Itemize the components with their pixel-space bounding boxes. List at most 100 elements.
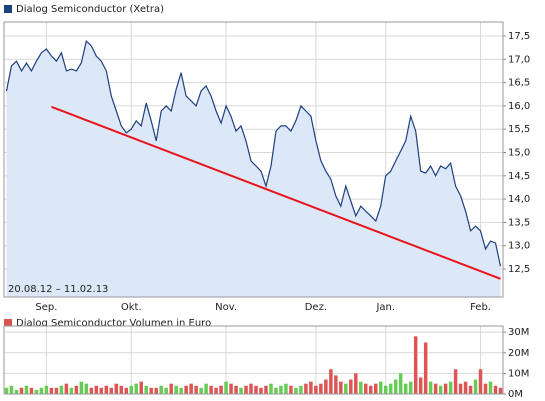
bar bbox=[374, 383, 378, 394]
bar bbox=[24, 385, 29, 394]
bar bbox=[219, 385, 223, 394]
bar bbox=[304, 383, 308, 394]
bar bbox=[393, 379, 398, 394]
bar bbox=[398, 373, 403, 394]
bar bbox=[329, 369, 333, 394]
bar bbox=[29, 387, 34, 394]
bar bbox=[159, 385, 163, 394]
legend-label: Dialog Semiconductor Volumen in Euro bbox=[16, 318, 211, 329]
bar bbox=[284, 383, 288, 394]
bar bbox=[69, 387, 74, 394]
legend-swatch bbox=[4, 319, 12, 327]
bar bbox=[299, 385, 303, 394]
bar bbox=[388, 383, 393, 394]
bar bbox=[79, 381, 84, 394]
bar bbox=[448, 381, 453, 394]
bar bbox=[84, 383, 89, 394]
bar bbox=[498, 387, 503, 394]
bar bbox=[369, 385, 373, 394]
bar bbox=[438, 385, 443, 394]
bar bbox=[104, 385, 109, 394]
bar bbox=[234, 385, 238, 394]
bar bbox=[129, 385, 133, 394]
y-tick-label: 17,5 bbox=[508, 31, 530, 42]
y-tick-label: 16,5 bbox=[508, 78, 530, 89]
bar bbox=[309, 381, 313, 394]
legend-swatch bbox=[4, 5, 12, 13]
bar bbox=[319, 383, 323, 394]
bar bbox=[139, 381, 143, 394]
bar bbox=[39, 387, 44, 394]
x-tick-label: Okt. bbox=[121, 302, 142, 313]
line bbox=[5, 39, 502, 267]
bar bbox=[274, 387, 278, 394]
bar bbox=[249, 383, 253, 394]
x-tick-label: Feb. bbox=[470, 302, 491, 313]
bar bbox=[264, 385, 268, 394]
bar bbox=[114, 383, 119, 394]
bar bbox=[94, 385, 99, 394]
plot-border bbox=[3, 325, 504, 395]
bar bbox=[14, 389, 19, 394]
y-tick-label: 12,5 bbox=[508, 264, 530, 275]
plot-area bbox=[3, 325, 504, 395]
bar bbox=[289, 385, 293, 394]
bar bbox=[174, 385, 178, 394]
x-tick-label: Jan. bbox=[375, 302, 395, 313]
y-tick-label: 17,0 bbox=[508, 54, 530, 65]
bar bbox=[493, 385, 498, 394]
bar bbox=[339, 381, 343, 394]
bar bbox=[89, 387, 94, 394]
x-tick-label: Nov. bbox=[215, 302, 237, 313]
bar bbox=[458, 383, 463, 394]
bar bbox=[463, 381, 468, 394]
bar bbox=[478, 369, 483, 394]
bar bbox=[359, 381, 363, 394]
bar bbox=[34, 389, 39, 394]
bar bbox=[383, 385, 388, 394]
bar bbox=[279, 385, 283, 394]
bar bbox=[54, 387, 59, 394]
bar bbox=[109, 387, 114, 394]
trend-line bbox=[51, 105, 501, 280]
bar bbox=[403, 383, 408, 394]
bar bbox=[468, 385, 473, 394]
y-tick-label: 14,0 bbox=[508, 194, 530, 205]
bar bbox=[4, 387, 9, 394]
bar bbox=[154, 387, 158, 394]
bar bbox=[19, 387, 24, 394]
bar bbox=[199, 387, 203, 394]
bar bbox=[229, 383, 233, 394]
plot-border bbox=[3, 21, 504, 298]
bar bbox=[488, 381, 493, 394]
bar bbox=[179, 387, 183, 394]
bar bbox=[164, 387, 168, 394]
bar bbox=[378, 381, 383, 394]
bar bbox=[49, 387, 54, 394]
y-tick-label: 20M bbox=[508, 348, 529, 359]
y-tick-label: 10M bbox=[508, 368, 529, 379]
bar bbox=[433, 383, 438, 394]
bar bbox=[354, 373, 358, 394]
bar bbox=[443, 383, 448, 394]
bar bbox=[9, 385, 14, 394]
bar bbox=[408, 381, 413, 394]
bar bbox=[483, 383, 488, 394]
bar bbox=[423, 342, 428, 394]
x-tick-label: Sep. bbox=[35, 302, 57, 313]
bar bbox=[418, 377, 423, 394]
bar bbox=[99, 387, 104, 394]
bar bbox=[269, 383, 273, 394]
bar bbox=[134, 383, 138, 394]
bar bbox=[59, 385, 64, 394]
bar bbox=[349, 379, 353, 394]
bar bbox=[364, 383, 368, 394]
bar bbox=[189, 383, 193, 394]
bar bbox=[214, 387, 218, 394]
legend-label: Dialog Semiconductor (Xetra) bbox=[16, 4, 164, 15]
bar bbox=[184, 385, 188, 394]
bar bbox=[44, 385, 49, 394]
y-tick-label: 13,0 bbox=[508, 241, 530, 252]
bar bbox=[239, 387, 243, 394]
